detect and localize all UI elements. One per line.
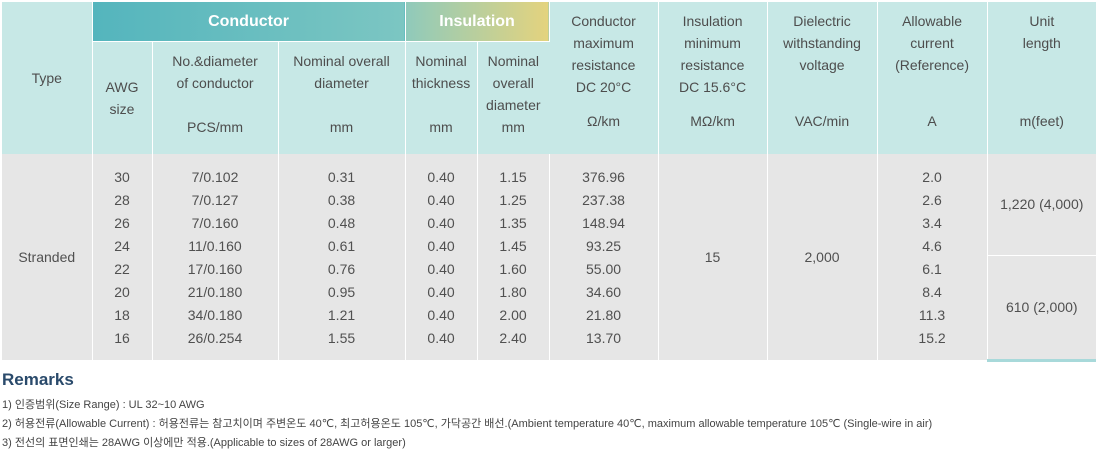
- list-item: 24: [114, 238, 130, 254]
- remarks-section: Remarks 1) 인증범위(Size Range) : UL 32~10 A…: [2, 370, 1092, 453]
- cell-unit-length-2: 610 (2,000): [987, 254, 1097, 362]
- list-item: 21.80: [586, 307, 622, 323]
- list-item: 17/0.160: [187, 261, 243, 277]
- cell-type: Stranded: [2, 154, 93, 360]
- header-conductor-group: Conductor: [92, 2, 406, 42]
- list-item: 8.4: [922, 284, 942, 300]
- list-item: 2.6: [922, 192, 942, 208]
- list-item: 7/0.102: [191, 169, 239, 185]
- list-item: 0.40: [427, 284, 455, 300]
- header-min-resistance: Insulation minimum resistance DC 15.6°C …: [658, 2, 768, 154]
- list-item: 20: [114, 284, 130, 300]
- list-item: 2.0: [922, 169, 942, 185]
- list-item: 1.35: [499, 215, 527, 231]
- list-item: 0.40: [427, 307, 455, 323]
- list-item: 1.55: [327, 330, 356, 346]
- list-item: 1.21: [327, 307, 356, 323]
- cell-min-resistance: 15: [658, 154, 768, 360]
- col-max-resistance: 376.96 237.38 148.94 93.25 55.00 34.60 2…: [549, 154, 659, 360]
- list-item: 30: [114, 169, 130, 185]
- list-item: 1.45: [499, 238, 527, 254]
- header-unit-length: Unit length m(feet): [987, 2, 1097, 154]
- list-item: 0.31: [327, 169, 356, 185]
- header-max-resistance: Conductor maximum resistance DC 20°C Ω/k…: [549, 2, 659, 154]
- list-item: 1.60: [499, 261, 527, 277]
- col-overall-diameter: 0.31 0.38 0.48 0.61 0.76 0.95 1.21 1.55: [278, 154, 406, 360]
- list-item: 34/0.180: [187, 307, 243, 323]
- list-item: 26/0.254: [187, 330, 243, 346]
- list-item: 148.94: [582, 215, 625, 231]
- list-item: 6.1: [922, 261, 942, 277]
- list-item: 34.60: [586, 284, 622, 300]
- list-item: 0.48: [327, 215, 356, 231]
- header-type: Type: [2, 2, 93, 154]
- header-allowable-current: Allowable current (Reference) A: [877, 2, 988, 154]
- header-ins-overall-diameter: Nominal overall diameter mm: [477, 41, 550, 154]
- remarks-title: Remarks: [2, 370, 74, 389]
- list-item: 1.25: [499, 192, 527, 208]
- list-item: 26: [114, 215, 130, 231]
- list-item: 7/0.127: [191, 192, 239, 208]
- list-item: 13.70: [586, 330, 622, 346]
- list-item: 0.40: [427, 261, 455, 277]
- col-allowable-current: 2.0 2.6 3.4 4.6 6.1 8.4 11.3 15.2: [877, 154, 988, 360]
- cell-dielectric: 2,000: [767, 154, 878, 360]
- list-item: 18: [114, 307, 130, 323]
- list-item: 22: [114, 261, 130, 277]
- col-ins-overall-diameter: 1.15 1.25 1.35 1.45 1.60 1.80 2.00 2.40: [477, 154, 550, 360]
- list-item: 11/0.160: [188, 238, 242, 254]
- header-nominal-overall-diameter: Nominal overall diameter mm: [278, 41, 406, 154]
- col-thickness: 0.40 0.40 0.40 0.40 0.40 0.40 0.40 0.40: [405, 154, 478, 360]
- list-item: 93.25: [586, 238, 622, 254]
- remark-surface-print: 3) 전선의 표면인쇄는 28AWG 이상에만 적용.(Applicable t…: [2, 437, 406, 449]
- list-item: 0.61: [327, 238, 356, 254]
- header-insulation-group: Insulation: [405, 2, 550, 42]
- list-item: 1.80: [499, 284, 527, 300]
- list-item: 1.15: [499, 169, 527, 185]
- list-item: 0.40: [427, 192, 455, 208]
- list-item: 237.38: [582, 192, 625, 208]
- list-item: 3.4: [922, 215, 942, 231]
- header-dielectric: Dielectric withstanding voltage VAC/min: [767, 2, 878, 154]
- header-nominal-thickness: Nominal thickness mm: [405, 41, 478, 154]
- list-item: 0.40: [427, 238, 455, 254]
- col-awg: 30 28 26 24 22 20 18 16: [92, 154, 153, 360]
- cell-unit-length-1: 1,220 (4,000): [987, 154, 1097, 256]
- list-item: 0.95: [327, 284, 356, 300]
- remark-allowable-current: 2) 허용전류(Allowable Current) : 허용전류는 참고치이며…: [2, 418, 933, 430]
- list-item: 2.40: [499, 330, 527, 346]
- spec-table: Type Conductor Insulation Conductor maxi…: [2, 2, 1097, 362]
- list-item: 376.96: [582, 169, 625, 185]
- list-item: 0.40: [427, 215, 455, 231]
- list-item: 28: [114, 192, 130, 208]
- list-item: 0.38: [327, 192, 356, 208]
- list-item: 16: [114, 330, 130, 346]
- header-awg-size: AWG size: [92, 41, 153, 154]
- list-item: 2.00: [499, 307, 527, 323]
- col-no-diameter: 7/0.102 7/0.127 7/0.160 11/0.160 17/0.16…: [152, 154, 279, 360]
- list-item: 55.00: [586, 261, 622, 277]
- list-item: 21/0.180: [187, 284, 243, 300]
- list-item: 0.40: [427, 330, 455, 346]
- list-item: 0.76: [327, 261, 356, 277]
- header-no-diameter: No.&diameter of conductor PCS/mm: [152, 41, 279, 154]
- list-item: 0.40: [427, 169, 455, 185]
- list-item: 4.6: [922, 238, 942, 254]
- list-item: 7/0.160: [191, 215, 239, 231]
- list-item: 11.3: [918, 307, 946, 323]
- remark-size-range: 1) 인증범위(Size Range) : UL 32~10 AWG: [2, 399, 205, 411]
- list-item: 15.2: [918, 330, 946, 346]
